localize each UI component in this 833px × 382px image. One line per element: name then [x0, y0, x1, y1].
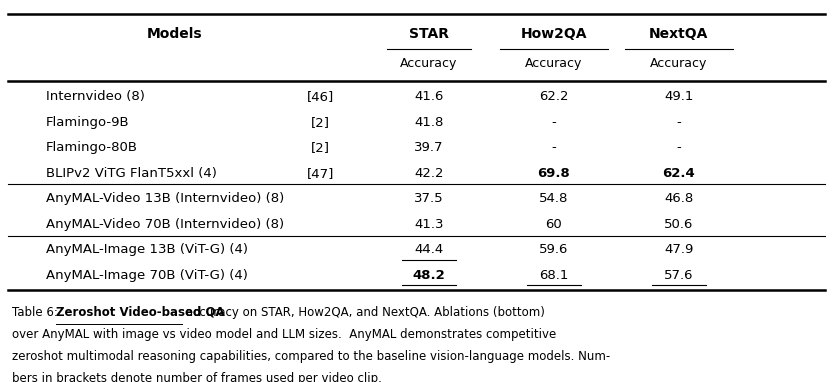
Text: [47]: [47]	[307, 167, 334, 180]
Text: 69.8: 69.8	[537, 167, 571, 180]
Text: AnyMAL-Image 70B (ViT-G) (4): AnyMAL-Image 70B (ViT-G) (4)	[46, 269, 247, 282]
Text: BLIPv2 ViTG FlanT5xxl (4): BLIPv2 ViTG FlanT5xxl (4)	[46, 167, 217, 180]
Text: Accuracy: Accuracy	[401, 57, 457, 70]
Text: 41.8: 41.8	[414, 116, 444, 129]
Text: Flamingo-80B: Flamingo-80B	[46, 141, 137, 154]
Text: Flamingo-9B: Flamingo-9B	[46, 116, 129, 129]
Text: -: -	[551, 141, 556, 154]
Text: How2QA: How2QA	[521, 27, 587, 41]
Text: -: -	[676, 116, 681, 129]
Text: 62.4: 62.4	[662, 167, 696, 180]
Text: 49.1: 49.1	[664, 90, 694, 103]
Text: 41.3: 41.3	[414, 218, 444, 231]
Text: Table 6:: Table 6:	[12, 306, 62, 319]
Text: NextQA: NextQA	[649, 27, 709, 41]
Text: bers in brackets denote number of frames used per video clip.: bers in brackets denote number of frames…	[12, 372, 382, 382]
Text: AnyMAL-Image 13B (ViT-G) (4): AnyMAL-Image 13B (ViT-G) (4)	[46, 243, 247, 256]
Text: -: -	[551, 116, 556, 129]
Text: AnyMAL-Video 13B (Internvideo) (8): AnyMAL-Video 13B (Internvideo) (8)	[46, 192, 284, 205]
Text: 39.7: 39.7	[414, 141, 444, 154]
Text: 44.4: 44.4	[414, 243, 444, 256]
Text: Internvideo (8): Internvideo (8)	[46, 90, 145, 103]
Text: Accuracy: Accuracy	[526, 57, 582, 70]
Text: [46]: [46]	[307, 90, 334, 103]
Text: 62.2: 62.2	[539, 90, 569, 103]
Text: Accuracy: Accuracy	[651, 57, 707, 70]
Text: 41.6: 41.6	[414, 90, 444, 103]
Text: 42.2: 42.2	[414, 167, 444, 180]
Text: 46.8: 46.8	[664, 192, 694, 205]
Text: [2]: [2]	[312, 116, 330, 129]
Text: AnyMAL-Video 70B (Internvideo) (8): AnyMAL-Video 70B (Internvideo) (8)	[46, 218, 284, 231]
Text: 54.8: 54.8	[539, 192, 569, 205]
Text: 47.9: 47.9	[664, 243, 694, 256]
Text: Models: Models	[147, 27, 202, 41]
Text: 48.2: 48.2	[412, 269, 446, 282]
Text: 50.6: 50.6	[664, 218, 694, 231]
Text: accuracy on STAR, How2QA, and NextQA. Ablations (bottom): accuracy on STAR, How2QA, and NextQA. Ab…	[182, 306, 546, 319]
Text: Zeroshot Video-based QA: Zeroshot Video-based QA	[56, 306, 224, 319]
Text: over AnyMAL with image vs video model and LLM sizes.  AnyMAL demonstrates compet: over AnyMAL with image vs video model an…	[12, 328, 556, 341]
Text: [2]: [2]	[312, 141, 330, 154]
Text: STAR: STAR	[409, 27, 449, 41]
Text: zeroshot multimodal reasoning capabilities, compared to the baseline vision-lang: zeroshot multimodal reasoning capabiliti…	[12, 350, 611, 363]
Text: 57.6: 57.6	[664, 269, 694, 282]
Text: 37.5: 37.5	[414, 192, 444, 205]
Text: 59.6: 59.6	[539, 243, 569, 256]
Text: -: -	[676, 141, 681, 154]
Text: 60: 60	[546, 218, 562, 231]
Text: 68.1: 68.1	[539, 269, 569, 282]
